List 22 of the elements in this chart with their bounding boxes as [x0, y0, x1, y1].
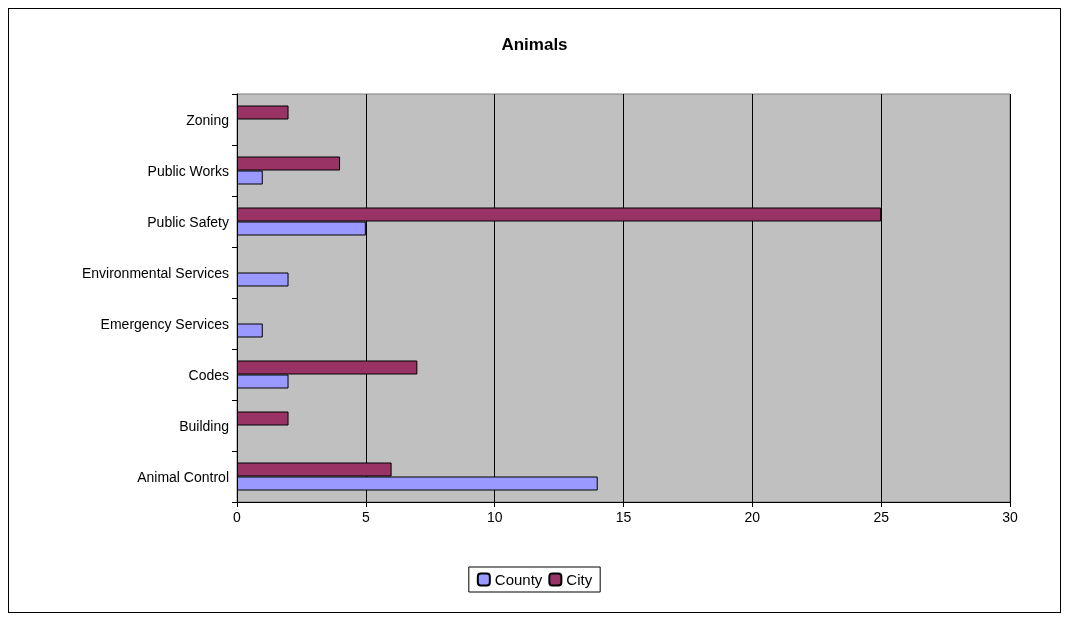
x-tick-label: 5 — [361, 509, 370, 525]
bar — [237, 105, 289, 120]
y-tick-label: Emergency Services — [100, 315, 229, 332]
x-tick-label: 15 — [615, 509, 632, 525]
bar — [237, 411, 289, 426]
x-tick-label: 0 — [233, 509, 242, 525]
y-tick-label: Environmental Services — [81, 264, 229, 281]
legend-label: City — [566, 571, 593, 588]
bar — [237, 272, 289, 287]
y-tick-label: Zoning — [186, 111, 229, 128]
y-tick-label: Animal Control — [137, 468, 229, 485]
y-tick-label: Public Safety — [147, 213, 229, 230]
y-tick-label: Building — [179, 417, 229, 434]
x-tick-label: 25 — [873, 509, 890, 525]
x-tick-label: 10 — [486, 509, 503, 525]
chart-title: Animals — [501, 35, 568, 54]
bar — [237, 323, 263, 338]
y-tick-label: Public Works — [147, 162, 229, 179]
x-tick-label: 30 — [1002, 509, 1018, 525]
legend-label: County — [494, 571, 543, 588]
y-tick-label: Codes — [188, 366, 229, 383]
x-tick-label: 20 — [744, 509, 761, 525]
